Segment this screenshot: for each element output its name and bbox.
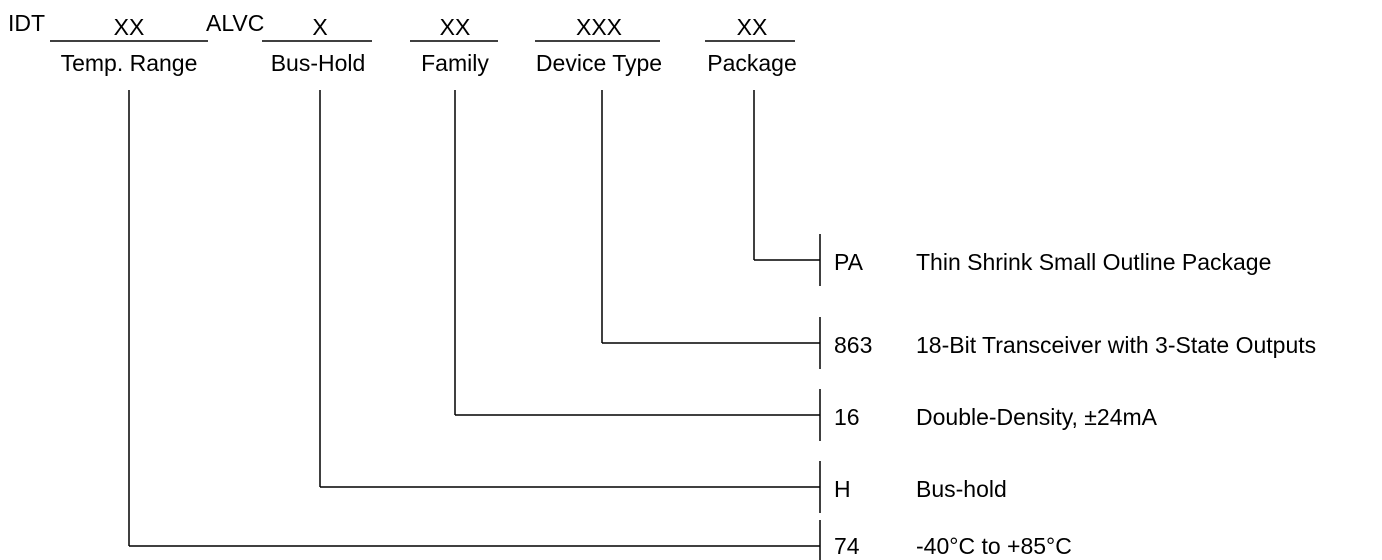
family-placeholder: XX <box>439 14 471 40</box>
device-type-placeholder: XXX <box>575 14 623 40</box>
option-description: 18-Bit Transceiver with 3-State Outputs <box>916 332 1317 358</box>
option-code: 16 <box>834 404 860 430</box>
device-type-label: Device Type <box>535 50 663 76</box>
option-code: 74 <box>834 533 860 559</box>
bus-hold-label: Bus-Hold <box>270 50 366 76</box>
option-code: 863 <box>834 332 873 358</box>
family-label: Family <box>421 50 489 76</box>
part-prefix: IDT <box>8 10 46 36</box>
option-description: Bus-hold <box>916 476 1007 502</box>
temp-range-label: Temp. Range <box>60 50 198 76</box>
option-description: Double-Density, ±24mA <box>916 404 1158 430</box>
option-code: PA <box>834 249 863 275</box>
bus-hold-placeholder: X <box>312 14 328 40</box>
option-description: -40°C to +85°C <box>916 533 1072 559</box>
option-code: H <box>834 476 851 502</box>
package-label: Package <box>707 50 797 76</box>
temp-range-placeholder: XX <box>113 14 145 40</box>
family-prefix: ALVC <box>206 10 265 36</box>
option-description: Thin Shrink Small Outline Package <box>916 249 1272 275</box>
package-placeholder: XX <box>736 14 768 40</box>
